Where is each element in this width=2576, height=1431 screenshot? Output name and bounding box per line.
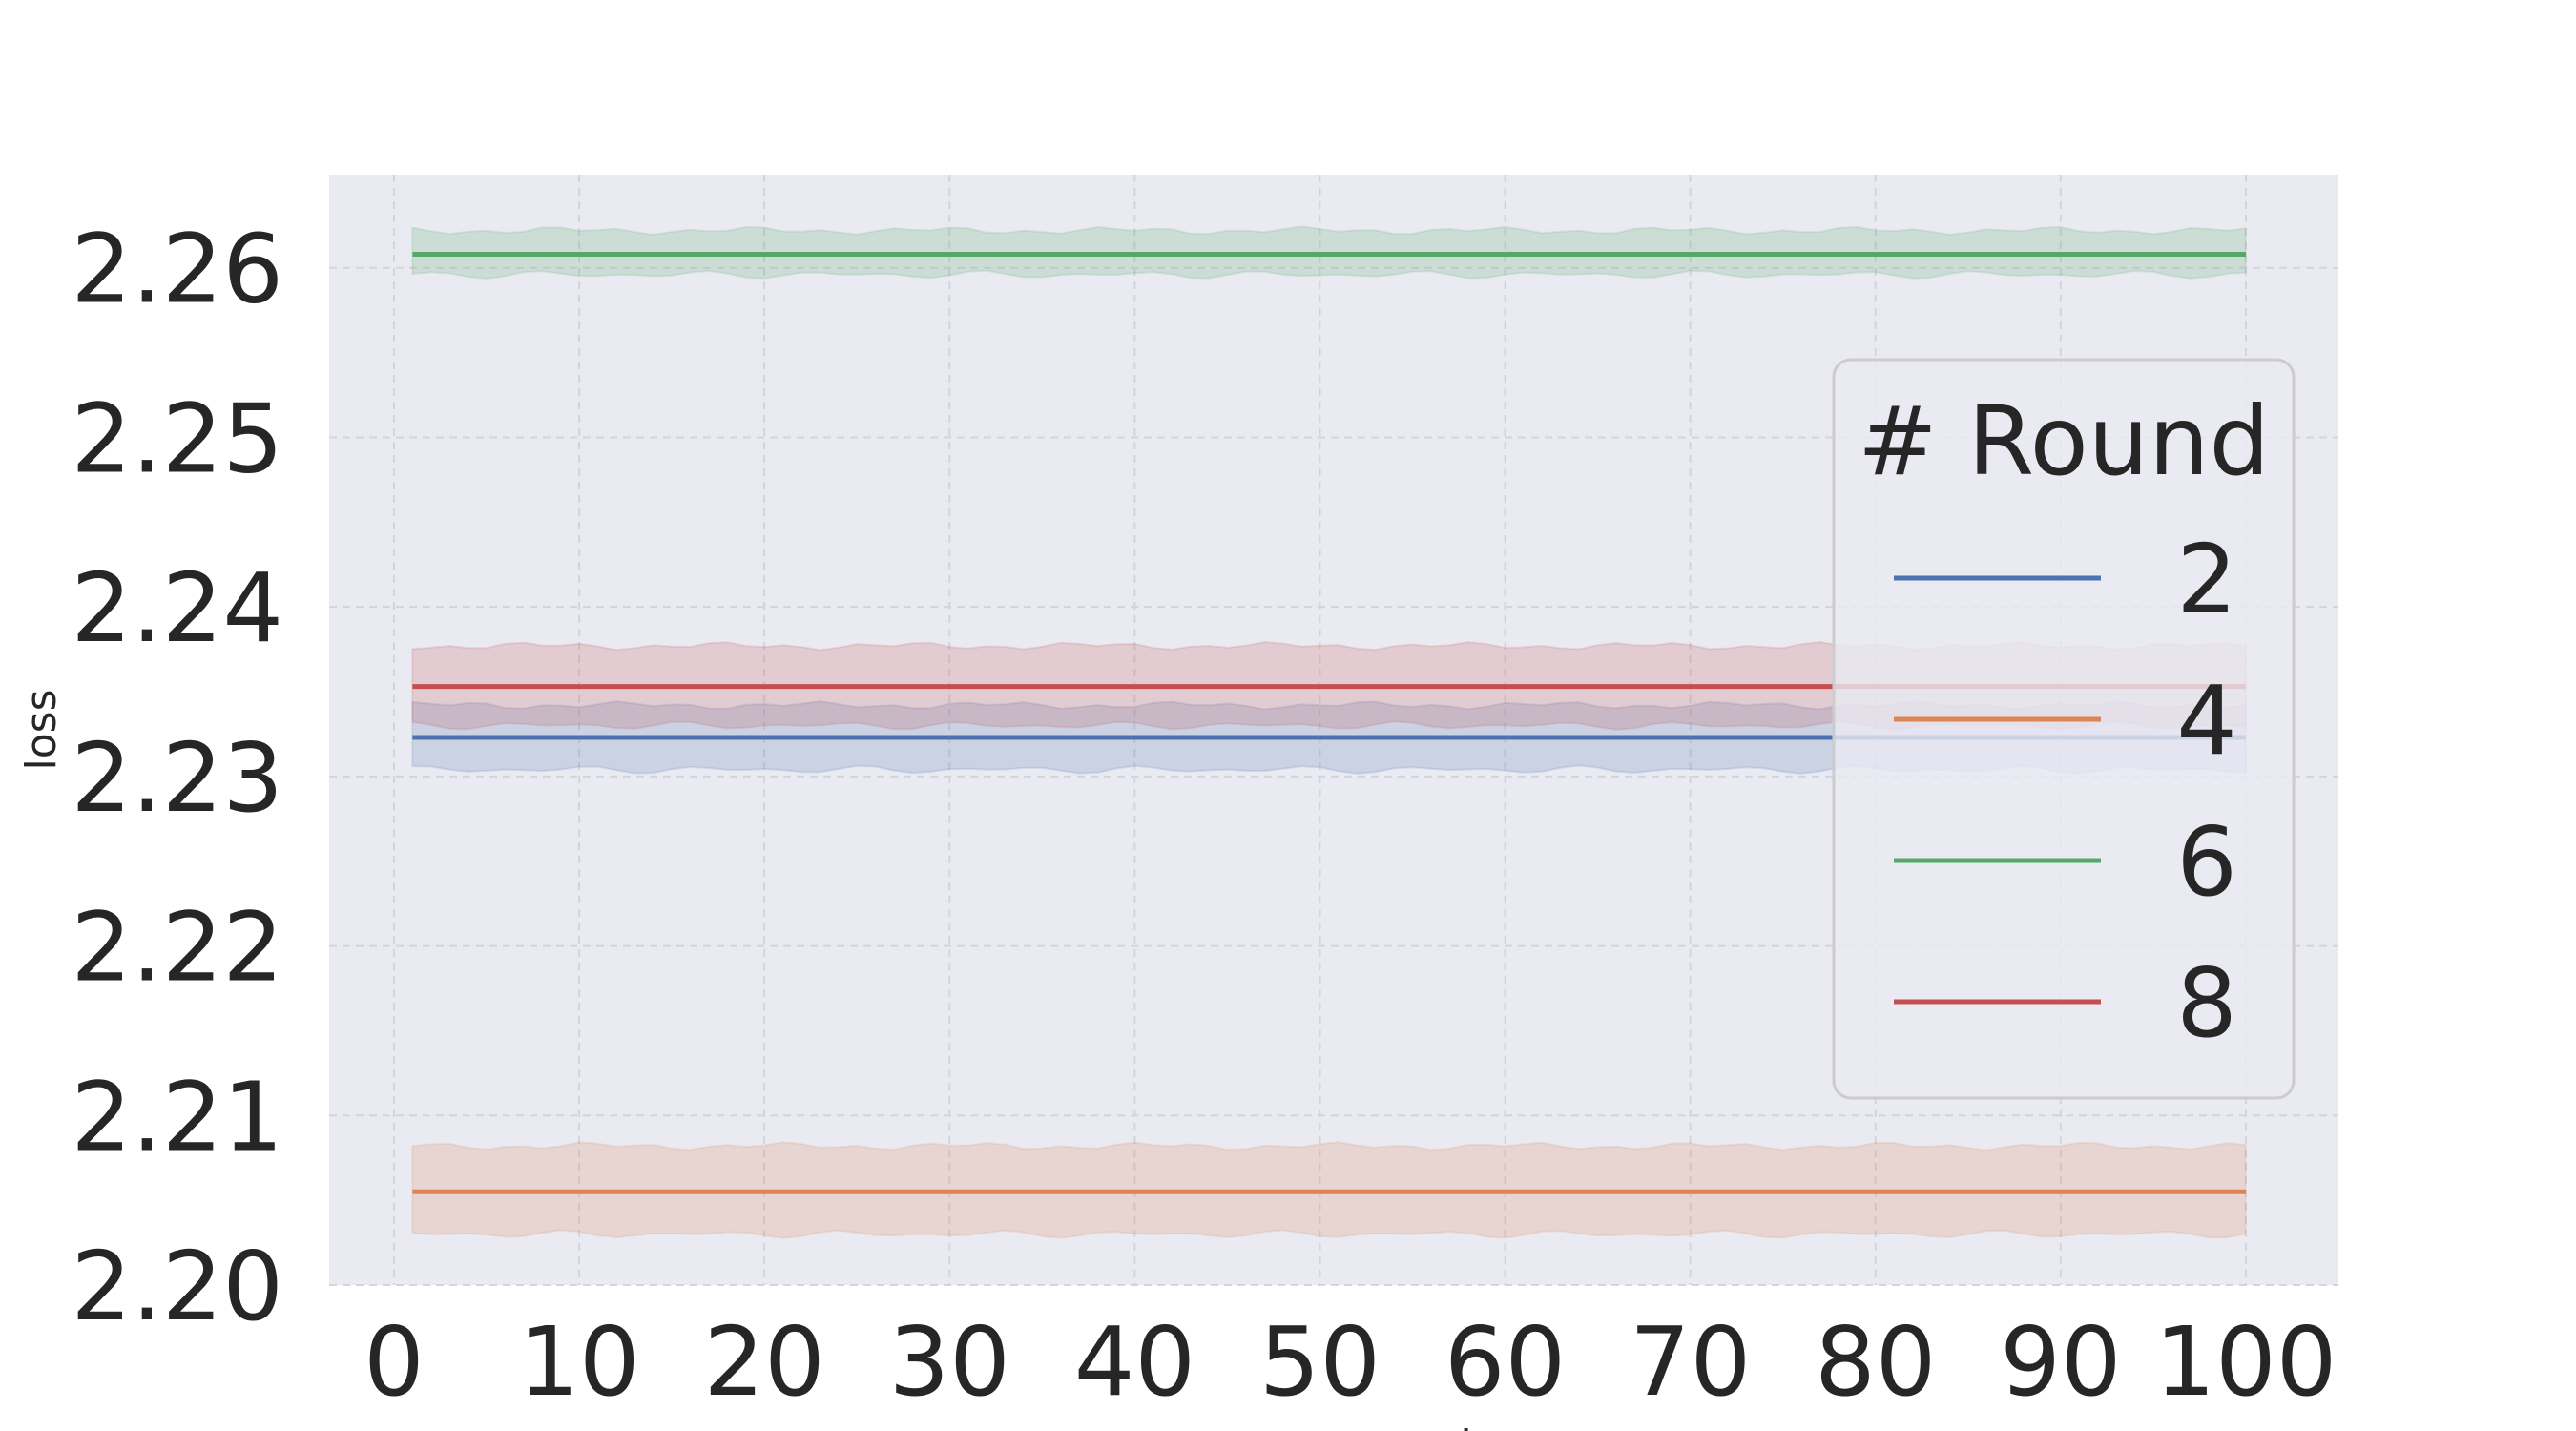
y-tick-label: 2.22 [71,892,283,1004]
x-tick-label: 80 [1815,1306,1936,1418]
x-tick-label: 100 [2155,1306,2337,1418]
y-tick-label: 2.25 [71,383,283,494]
grid [329,175,2338,1286]
legend-label-8: 8 [2176,947,2237,1059]
legend-label-6: 6 [2176,806,2237,918]
legend-label-2: 2 [2176,524,2237,635]
legend: # Round 2 4 6 8 [1832,358,2296,1100]
legend-title: # Round [1858,385,2270,497]
y-tick-label: 2.20 [71,1231,283,1342]
y-tick-label: 2.23 [71,722,283,834]
x-tick-label: 10 [518,1306,639,1418]
y-tick-label: 2.21 [71,1061,283,1172]
x-tick-label: 20 [704,1306,825,1418]
x-tick-label: 90 [2000,1306,2121,1418]
legend-entries: 2 4 6 8 [1894,524,2237,1059]
x-tick-label: 30 [889,1306,1010,1418]
x-axis-label: server_round [1195,1421,1471,1431]
x-tick-labels: 0 10 20 30 40 50 60 70 80 90 100 [364,1306,2337,1418]
x-tick-label: 50 [1259,1306,1381,1418]
legend-label-4: 4 [2176,665,2237,777]
x-tick-label: 60 [1444,1306,1566,1418]
y-tick-label: 2.24 [71,552,283,664]
x-tick-label: 0 [364,1306,425,1418]
legend-frame [1832,358,2296,1100]
y-axis-label: loss [17,690,66,771]
x-tick-label: 70 [1630,1306,1751,1418]
y-tick-label: 2.26 [71,214,283,325]
y-tick-labels: 2.20 2.21 2.22 2.23 2.24 2.25 2.26 [71,214,283,1342]
x-tick-label: 40 [1074,1306,1195,1418]
